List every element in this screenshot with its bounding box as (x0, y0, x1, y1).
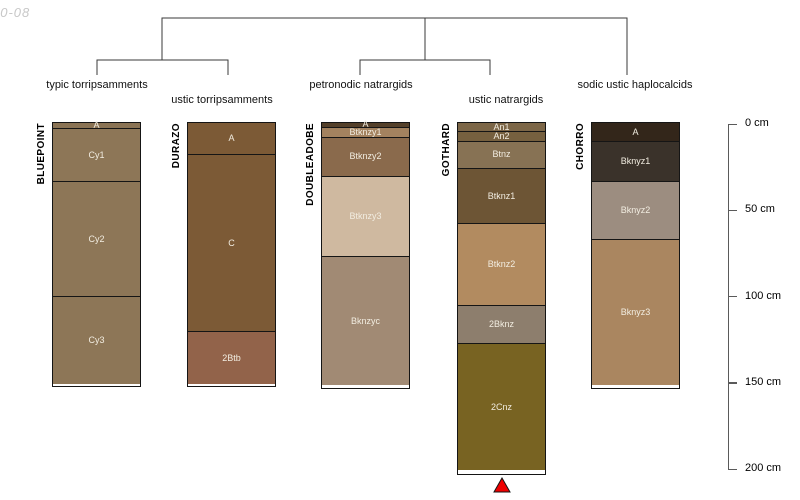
horizon-layer: Btnz (458, 141, 545, 169)
profile-name-label: CHORRO (574, 123, 586, 170)
depth-tick (728, 209, 737, 212)
horizon-layer: A (53, 120, 140, 131)
classification-label: sodic ustic haplocalcids (577, 79, 693, 91)
depth-tick (728, 296, 737, 298)
horizon-layer: 2Bknz (458, 305, 545, 345)
continues-deeper-triangle-icon (492, 477, 511, 493)
profile-name-label: DURAZO (170, 123, 182, 169)
depth-tick-label: 100 cm (745, 289, 782, 302)
horizon-label: 2Bknz (488, 319, 514, 330)
horizon-label: 2Cnz (490, 401, 512, 412)
horizon-layer: Cy1 (53, 129, 140, 183)
horizon-label: A (93, 120, 100, 131)
profile-column: A Cy1 Cy2 Cy3 (52, 120, 141, 388)
classification-label: typic torripsamments (46, 79, 148, 91)
horizon-layer: Btknzy2 (322, 137, 409, 177)
horizon-layer: Btknzy1 (322, 126, 409, 138)
horizon-label: A (632, 126, 639, 137)
horizon-label: Cy3 (88, 335, 105, 346)
horizon-layer: Btknz2 (458, 224, 545, 306)
horizon-layer: 2Btb (188, 332, 275, 385)
horizon-label: Bknyz1 (620, 156, 651, 167)
depth-tick-label: 50 cm (745, 203, 775, 216)
profile-column: A C 2Btb (187, 122, 276, 388)
profile-name-label: BLUEPOINT (35, 123, 47, 185)
classification-label: ustic torripsamments (171, 94, 273, 106)
dendrogram (96, 17, 628, 75)
horizon-label: A (362, 119, 369, 130)
horizon-label: Bknyz2 (620, 205, 651, 215)
classification-label: petronodic natrargids (309, 79, 413, 91)
horizon-label: Bknzyc (350, 315, 380, 326)
watermark-date: 10-08 (0, 5, 31, 20)
depth-tick (728, 468, 737, 470)
horizon-label: Btknz2 (487, 259, 516, 270)
horizon-layer: C (188, 155, 275, 333)
horizon-layer: Bknzyc (322, 257, 409, 385)
dendrogram-line (96, 17, 628, 75)
depth-tick-label: 150 cm (745, 375, 782, 388)
horizon-layer: 2Cnz (458, 344, 545, 471)
horizon-label: An1 (493, 121, 510, 132)
horizon-layer: Btknzy3 (322, 176, 409, 258)
horizon-layer: A (322, 119, 409, 130)
horizon-layer: An1 (458, 121, 545, 132)
profile-column: A Bknyz1 Bknyz2 Bknyz3 (591, 122, 680, 389)
profile-name-label: DOUBLEADOBE (304, 123, 316, 206)
horizon-label: Btnz (492, 149, 511, 160)
classification-label: ustic natrargids (468, 94, 544, 106)
depth-tick-label: 200 cm (745, 462, 782, 474)
profile-column: A Btknzy1 Btknzy2 Btknzy3 Bknzyc (321, 119, 410, 389)
horizon-layer: A (592, 123, 679, 143)
horizon-layer: Cy2 (53, 182, 140, 298)
horizon-layer: Btknz1 (458, 168, 545, 225)
profile-column: An1 An2 Btnz Btknz1 Btknz2 2Bknz 2Cnz (457, 121, 546, 476)
horizon-layer: An2 (458, 130, 545, 142)
depth-tick (728, 123, 737, 125)
horizon-layer: A (188, 123, 275, 156)
depth-tick-label: 0 cm (745, 117, 769, 129)
horizon-layer: Bknyz1 (592, 142, 679, 183)
horizon-layer: Bknyz3 (592, 239, 679, 386)
horizon-label: Cy1 (88, 149, 105, 160)
horizon-label: Bknyz3 (620, 307, 651, 318)
horizon-label: Cy2 (88, 233, 105, 244)
profile-name-label: GOTHARD (440, 123, 452, 177)
horizon-label: Btknzy1 (349, 126, 382, 137)
horizon-layer: Bknyz2 (592, 182, 679, 240)
horizon-label: An2 (493, 130, 510, 141)
horizon-label: 2Btb (222, 352, 241, 363)
horizon-label: Btknzy3 (349, 210, 382, 221)
horizon-label: Btknz1 (487, 190, 516, 201)
depth-tick (728, 382, 737, 384)
horizon-label: Btknzy2 (349, 151, 382, 162)
horizon-layer: Cy3 (53, 297, 140, 384)
horizon-label: A (228, 133, 235, 144)
horizon-label: C (228, 237, 235, 248)
